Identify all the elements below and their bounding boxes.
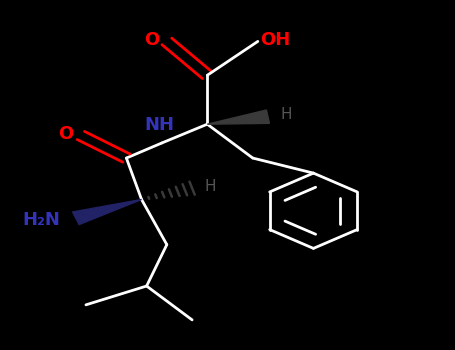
Text: O: O [144, 30, 159, 49]
Text: NH: NH [144, 116, 174, 134]
Text: O: O [58, 125, 73, 142]
Text: H₂N: H₂N [23, 211, 61, 229]
Polygon shape [207, 110, 269, 124]
Text: OH: OH [260, 30, 291, 49]
Text: H: H [205, 179, 216, 194]
Polygon shape [72, 199, 142, 225]
Text: H: H [281, 107, 292, 122]
